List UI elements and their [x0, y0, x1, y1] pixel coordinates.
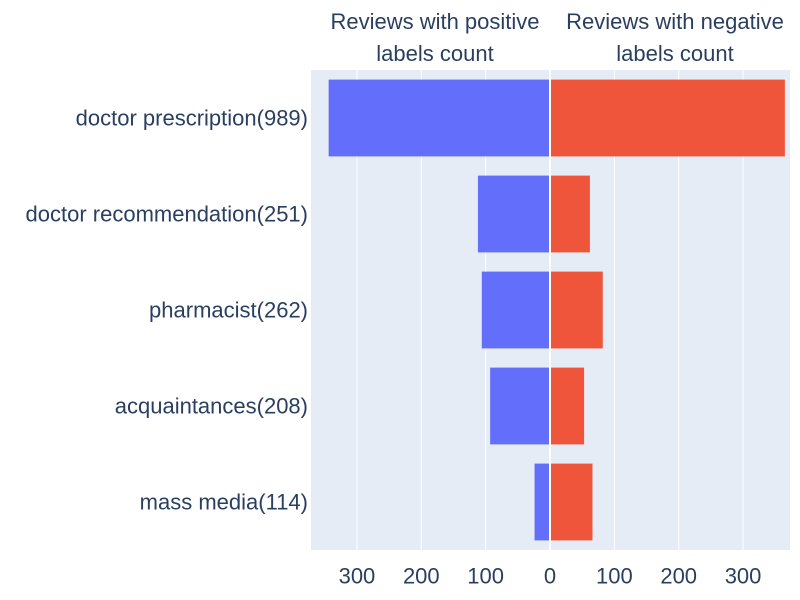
x-tick-label: 100 [596, 564, 633, 589]
category-label: mass media(114) [140, 490, 308, 515]
left-header-line-2: labels count [376, 41, 494, 66]
x-tick-label: 0 [544, 564, 556, 589]
category-label: doctor recommendation(251) [26, 202, 308, 227]
bar-negative [550, 79, 785, 157]
x-tick-label: 300 [339, 564, 376, 589]
right-series-header: Reviews with negative labels count [550, 6, 800, 70]
bars [328, 70, 785, 550]
bar-negative [550, 367, 585, 445]
category-labels: doctor prescription(989) doctor recommend… [26, 106, 308, 515]
bar-positive [481, 271, 550, 349]
category-label: pharmacist(262) [149, 298, 308, 323]
left-series-header: Reviews with positive labels count [300, 6, 570, 70]
bar-positive [328, 79, 550, 157]
bar-positive [534, 463, 550, 541]
x-tick-label: 200 [660, 564, 697, 589]
right-header-line-2: labels count [616, 41, 734, 66]
x-tick-label: 100 [467, 564, 504, 589]
bar-negative [550, 271, 603, 349]
bar-positive [490, 367, 550, 445]
right-header-line-1: Reviews with negative [566, 9, 784, 34]
bar-positive [477, 175, 550, 253]
x-tick-label: 300 [725, 564, 762, 589]
bar-negative [550, 463, 593, 541]
bar-negative [550, 175, 590, 253]
left-header-line-1: Reviews with positive [330, 9, 540, 34]
x-tick-label: 200 [403, 564, 440, 589]
category-label: acquaintances(208) [115, 394, 308, 419]
x-tick-labels: 300 200 100 0 100 200 300 [339, 564, 762, 589]
category-label: doctor prescription(989) [76, 106, 308, 131]
